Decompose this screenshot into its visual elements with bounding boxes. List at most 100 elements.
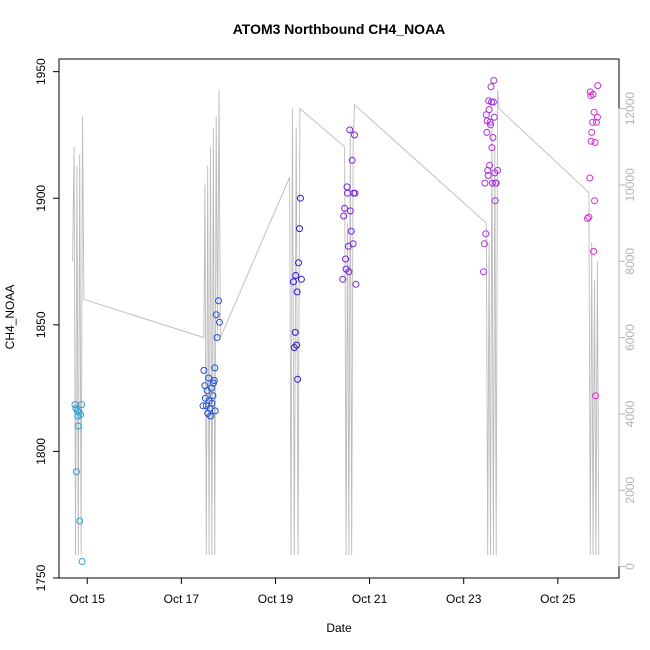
data-point-series-4	[482, 230, 490, 238]
data-point-series-3	[346, 126, 354, 134]
data-point-series-5	[587, 137, 595, 145]
data-point-series-4	[486, 161, 494, 169]
y-tick-label: 1850	[34, 311, 48, 338]
data-point-series-1	[207, 412, 214, 420]
data-point-series-0	[74, 422, 82, 430]
data-point-series-4	[492, 179, 500, 187]
data-point-series-4	[490, 77, 498, 84]
data-point-series-5	[591, 197, 598, 205]
data-point-series-5	[592, 118, 600, 126]
right-axis-tick-label: 2000	[623, 477, 637, 504]
data-point-series-5	[589, 90, 597, 98]
data-point-series-2	[292, 272, 300, 279]
data-point-series-3	[339, 275, 347, 283]
data-point-series-3	[341, 204, 349, 212]
right-axis-tick-label: 4000	[623, 400, 637, 427]
data-point-series-1	[209, 392, 217, 400]
data-point-series-0	[72, 468, 80, 476]
data-point-series-1	[216, 318, 223, 326]
data-point-series-1	[210, 377, 218, 384]
data-point-series-4	[494, 166, 502, 174]
data-point-series-1	[200, 366, 208, 374]
data-point-series-2	[297, 275, 305, 283]
data-point-series-2	[296, 194, 304, 202]
data-point-series-4	[481, 179, 489, 187]
x-tick-label: Oct 23	[446, 592, 482, 606]
data-point-series-5	[590, 108, 598, 116]
x-tick-label: Oct 15	[70, 592, 106, 606]
data-point-series-4	[488, 144, 496, 152]
data-point-series-0	[77, 411, 85, 419]
right-axis-tick-label: 10000	[623, 168, 637, 202]
data-point-series-5	[593, 113, 601, 121]
data-point-series-1	[208, 399, 216, 407]
y-tick-label: 1800	[34, 438, 48, 465]
data-point-series-3	[352, 280, 360, 288]
data-point-series-3	[347, 227, 355, 235]
data-point-series-3	[342, 255, 350, 263]
data-point-series-1	[212, 311, 220, 319]
right-axis-tick-label: 8000	[623, 248, 637, 275]
data-point-series-5	[594, 82, 602, 90]
data-point-series-4	[487, 83, 495, 91]
data-point-series-3	[348, 156, 356, 164]
x-axis-label: Date	[326, 621, 352, 635]
x-tick-label: Oct 17	[164, 592, 200, 606]
y-tick-label: 1950	[34, 58, 48, 85]
data-point-series-2	[296, 225, 303, 233]
data-point-series-4	[491, 197, 499, 205]
x-tick-label: Oct 19	[258, 592, 294, 606]
data-point-series-4	[489, 134, 497, 141]
data-point-series-5	[592, 392, 599, 400]
right-axis-tick-label: 6000	[623, 324, 637, 351]
data-point-series-3	[351, 189, 359, 197]
data-point-series-4	[486, 118, 494, 126]
data-point-series-4	[487, 121, 494, 129]
data-point-series-2	[294, 375, 302, 383]
data-point-series-4	[488, 98, 495, 106]
data-point-series-2	[295, 259, 302, 267]
data-point-series-4	[488, 179, 496, 187]
data-point-series-1	[215, 297, 222, 305]
axes-layer: 1750 1800 1850 1900 1950 Oct 15 Oct 17 Oct 19 Oc…	[34, 58, 637, 606]
x-tick-label: Oct 21	[352, 592, 388, 606]
grey-trace-layer	[72, 89, 600, 556]
data-point-series-0	[71, 401, 79, 409]
data-point-series-5	[585, 213, 593, 221]
data-point-series-3	[340, 212, 348, 220]
data-point-series-2	[289, 278, 297, 286]
x-tick-label: Oct 25	[540, 592, 576, 606]
data-point-series-4	[485, 106, 493, 114]
data-point-series-1	[211, 407, 219, 415]
data-point-series-3	[349, 240, 357, 248]
data-point-series-4	[483, 128, 491, 136]
data-point-series-5	[589, 118, 597, 126]
data-point-series-5	[591, 139, 599, 146]
data-point-series-3	[351, 131, 358, 139]
right-axis-tick-label: 0	[623, 563, 637, 570]
data-point-series-2	[293, 288, 301, 296]
data-point-series-2	[293, 341, 301, 349]
data-point-series-4	[480, 240, 488, 248]
right-axis-tick-label: 12000	[623, 92, 637, 126]
data-point-series-5	[590, 247, 598, 255]
data-point-series-0	[76, 517, 84, 525]
y-tick-label: 1750	[34, 564, 48, 591]
data-point-series-4	[484, 172, 492, 179]
data-point-series-1	[211, 364, 219, 372]
data-point-series-5	[586, 174, 594, 182]
data-point-series-0	[78, 558, 86, 565]
data-point-series-5	[584, 215, 591, 222]
data-point-series-3	[346, 207, 354, 215]
data-point-series-5	[588, 128, 596, 136]
y-axis-label: CH4_NOAA	[3, 285, 17, 350]
altitude-trace	[72, 89, 600, 556]
data-point-series-1	[213, 334, 221, 341]
data-point-series-4	[480, 268, 487, 276]
chart-title: ATOM3 Northbound CH4_NOAA	[233, 21, 446, 37]
y-tick-label: 1900	[34, 185, 48, 212]
data-point-series-0	[78, 401, 86, 409]
data-point-series-3	[345, 268, 353, 276]
